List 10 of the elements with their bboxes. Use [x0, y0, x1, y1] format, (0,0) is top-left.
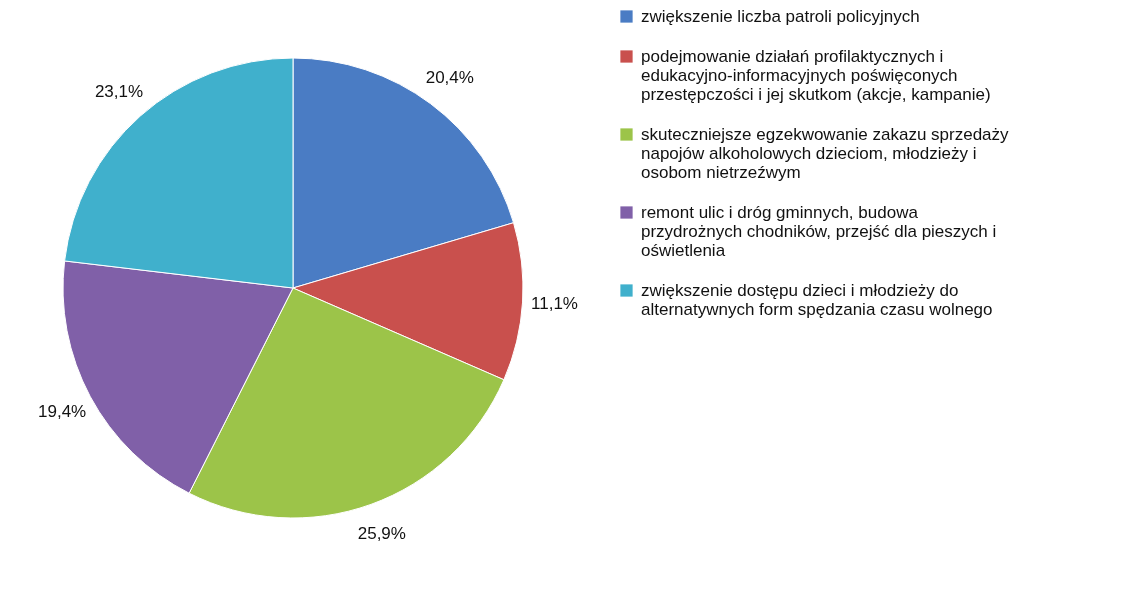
data-label: 23,1% [94, 82, 144, 102]
legend-label: podejmowanie działań profilaktycznych i edukacyjno-informacyjnych poświęconych przestępczości i jej skutkom (akcje, kampanie) [641, 46, 991, 104]
data-label: 19,4% [37, 401, 87, 421]
legend-label: skuteczniejsze egzekwowanie zakazu sprzedaży napojów alkoholowych dzieciom, młodzieży i osobom nietrzeźwym [641, 124, 1010, 182]
legend-label: zwiększenie dostępu dzieci i młodzieży do alternatywnych form spędzania czasu wolnego [641, 280, 993, 319]
data-label: 20,4% [425, 68, 474, 88]
legend-label: zwiększenie liczba patroli policyjnych [641, 6, 920, 26]
legend-label: remont ulic i dróg gminnych, budowa przydrożnych chodników, przejść dla pieszych i oświetlenia [641, 202, 997, 260]
data-label: 11,1% [531, 294, 578, 314]
data-label: 25,9% [357, 524, 406, 544]
